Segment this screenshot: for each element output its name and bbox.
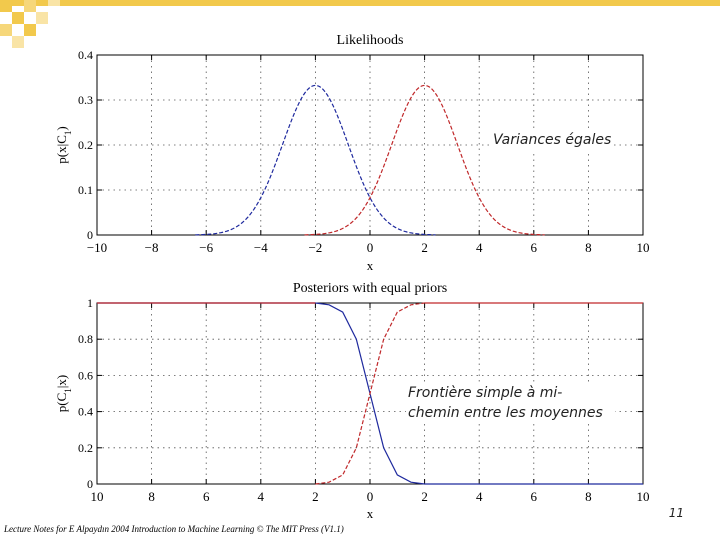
- y-tick-label: 0: [87, 477, 93, 491]
- y-axis-label: p(C1|x): [54, 375, 73, 412]
- x-axis-label: x: [367, 258, 374, 273]
- top-accent-bar: [0, 0, 720, 6]
- checker-tile: [24, 24, 36, 36]
- x-tick-label: −4: [254, 240, 268, 255]
- x-tick-label: −6: [199, 240, 213, 255]
- checker-tile: [0, 0, 12, 12]
- x-tick-label: 10: [91, 489, 104, 504]
- checker-tile: [12, 36, 24, 48]
- y-tick-label: 1: [87, 296, 93, 310]
- series-line: [315, 302, 425, 485]
- x-tick-label: −10: [87, 240, 107, 255]
- x-tick-label: 8: [585, 489, 592, 504]
- x-tick-label: 4: [258, 489, 265, 504]
- y-tick-label: 0.4: [78, 48, 93, 62]
- x-tick-label: 2: [421, 240, 428, 255]
- x-tick-label: −2: [308, 240, 322, 255]
- midway-boundary-note: Frontière simple à mi-chemin entre les m…: [406, 383, 615, 423]
- chart-title: Likelihoods: [337, 33, 404, 48]
- y-tick-label: 0.2: [78, 138, 93, 152]
- corner-checker-pattern: [0, 0, 60, 48]
- series-line: [304, 84, 545, 236]
- x-tick-label: 0: [367, 240, 374, 255]
- x-tick-label: 10: [637, 489, 650, 504]
- equal-variance-note: Variances égales: [491, 130, 614, 150]
- x-tick-label: 8: [148, 489, 155, 504]
- x-tick-label: 10: [637, 240, 650, 255]
- checker-tile: [24, 0, 36, 12]
- y-tick-label: 0: [87, 228, 93, 242]
- y-tick-label: 0.1: [78, 183, 93, 197]
- checker-tile: [12, 12, 24, 24]
- x-tick-label: 6: [531, 489, 538, 504]
- checker-tile: [0, 24, 12, 36]
- page-number: 11: [668, 506, 684, 520]
- y-tick-label: 0.6: [78, 368, 93, 382]
- checker-tile: [48, 0, 60, 6]
- series-line: [195, 84, 436, 236]
- x-tick-label: 8: [585, 240, 592, 255]
- x-tick-label: 0: [367, 489, 374, 504]
- y-tick-label: 0.2: [78, 441, 93, 455]
- x-tick-label: −8: [145, 240, 159, 255]
- x-tick-label: 2: [312, 489, 319, 504]
- series-line: [97, 302, 425, 485]
- x-tick-label: 6: [531, 240, 538, 255]
- y-tick-label: 0.8: [78, 332, 93, 346]
- x-tick-label: 2: [421, 489, 428, 504]
- x-tick-label: 4: [476, 240, 483, 255]
- x-tick-label: 4: [476, 489, 483, 504]
- y-tick-label: 0.3: [78, 93, 93, 107]
- y-tick-label: 0.4: [78, 405, 93, 419]
- x-axis-label: x: [367, 506, 374, 521]
- y-axis-label: p(x|C1): [54, 126, 73, 163]
- chart-title: Posteriors with equal priors: [293, 281, 447, 296]
- footer-credit: Lecture Notes for E Alpaydın 2004 Introd…: [4, 524, 344, 534]
- x-tick-label: 6: [203, 489, 210, 504]
- checker-tile: [36, 12, 48, 24]
